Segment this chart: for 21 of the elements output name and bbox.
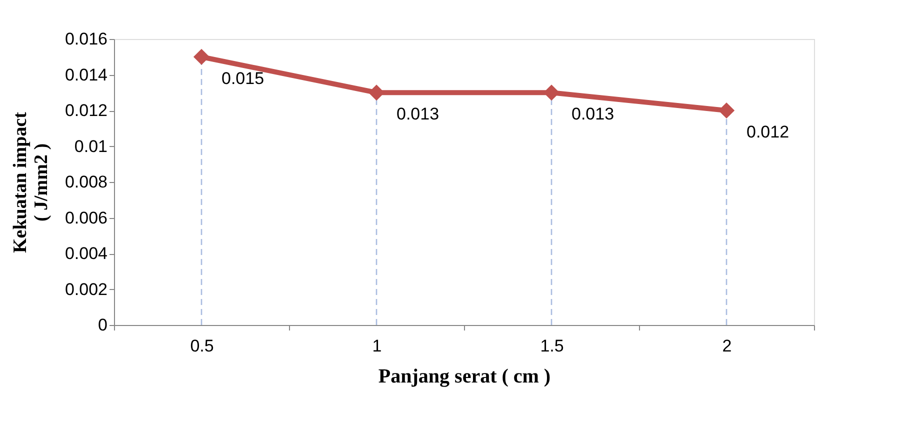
y-tick-label: 0.014 xyxy=(64,65,108,84)
point xyxy=(193,48,210,65)
point xyxy=(718,102,735,119)
x-tick-label: 0.5 xyxy=(190,336,214,356)
data-label: 0.015 xyxy=(222,68,264,88)
x-tick-label: 1 xyxy=(372,336,382,356)
y-tick-label: 0.008 xyxy=(64,172,108,192)
data-label: 0.013 xyxy=(572,104,614,124)
y-tick-label: 0.002 xyxy=(64,280,108,299)
x-axis-title: Panjang serat ( cm ) xyxy=(378,366,551,388)
y-tick-label: 0.012 xyxy=(64,101,108,120)
y-tick-label: 0.016 xyxy=(64,30,108,48)
y-tick-label: 0.006 xyxy=(64,208,108,228)
y-tick-label: 0 xyxy=(98,316,108,334)
x-tick-label: 1.5 xyxy=(540,336,564,356)
y-tick-label: 0.01 xyxy=(74,136,108,156)
data-label: 0.013 xyxy=(396,104,440,124)
y-tick-label: 0.004 xyxy=(64,244,108,263)
data-label: 0.012 xyxy=(746,122,790,142)
y-axis-title: Kekuatan impact ( J/mm2 ) xyxy=(10,111,52,253)
x-tick-label: 2 xyxy=(722,336,732,356)
